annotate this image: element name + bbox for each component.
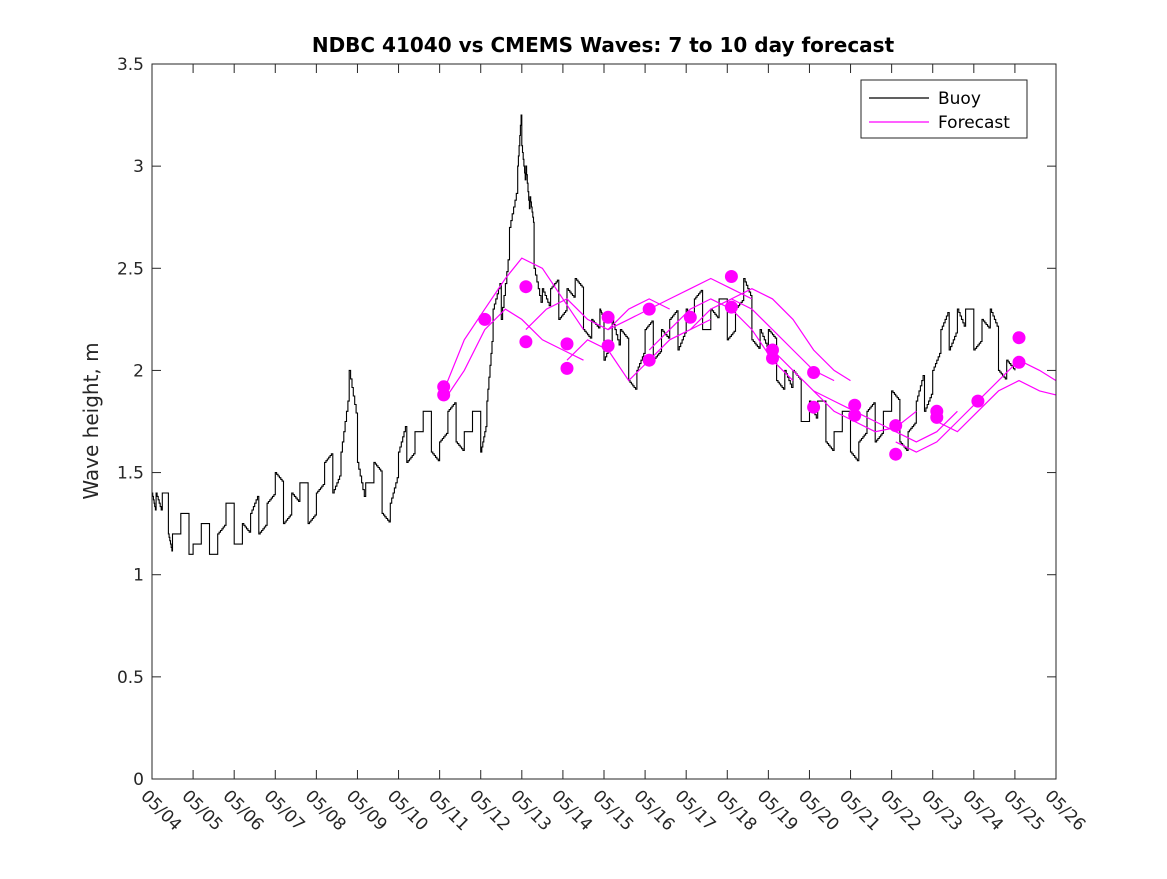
y-tick-label: 3	[133, 157, 144, 177]
forecast-marker-4	[519, 280, 533, 294]
x-tick-label: 05/21	[835, 786, 884, 835]
legend: Buoy Forecast	[860, 79, 1028, 139]
forecast-series-line-8	[731, 288, 851, 382]
x-tick-label: 05/14	[547, 786, 596, 835]
forecast-series-line-4	[566, 318, 712, 382]
x-tick-label: 05/16	[630, 786, 679, 835]
forecast-marker-24	[930, 410, 944, 424]
forecast-series-line-1	[443, 257, 584, 392]
y-tick-label: 2	[133, 361, 144, 381]
forecast-marker-6	[560, 337, 574, 351]
x-tick-label: 05/11	[424, 786, 473, 835]
x-tick-label: 05/15	[588, 786, 637, 835]
forecast-series-line-5	[607, 277, 753, 331]
x-tick-label: 05/13	[506, 786, 555, 835]
forecast-marker-13	[724, 270, 738, 283]
legend-label-forecast: Forecast	[938, 113, 1010, 133]
forecast-marker-2	[437, 388, 451, 402]
x-tick-label: 05/18	[712, 786, 761, 835]
x-tick-label: 05/10	[383, 786, 432, 835]
y-tick-label: 1	[133, 566, 144, 586]
legend-box	[860, 79, 1028, 139]
y-tick-label: 0.5	[117, 668, 144, 688]
forecast-marker-14	[724, 300, 738, 314]
forecast-marker-9	[601, 339, 615, 353]
x-tick-label: 05/08	[301, 786, 350, 835]
buoy-series-line	[152, 114, 1016, 555]
forecast-marker-10	[642, 302, 656, 316]
forecast-marker-12	[683, 310, 697, 324]
forecast-series-line-12	[936, 379, 1057, 433]
forecast-marker-20	[848, 408, 862, 422]
forecast-marker-25	[971, 394, 985, 408]
legend-label-buoy: Buoy	[938, 89, 981, 109]
forecast-marker-27	[1012, 355, 1026, 369]
plot-background	[152, 64, 1056, 779]
forecast-series-line-10	[813, 390, 958, 443]
y-tick-label: 0	[133, 770, 144, 790]
y-tick-label: 3.5	[117, 55, 144, 75]
y-tick-label: 2.5	[117, 259, 144, 279]
x-tick-label: 05/05	[178, 786, 227, 835]
x-tick-label: 05/24	[958, 786, 1007, 835]
forecast-marker-5	[519, 335, 533, 349]
forecast-marker-11	[642, 353, 656, 367]
forecast-series-line-3	[525, 298, 670, 331]
forecast-marker-18	[807, 400, 821, 414]
plot-area	[152, 64, 1057, 779]
forecast-marker-8	[601, 310, 615, 324]
forecast-marker-7	[560, 361, 574, 375]
x-tick-label: 05/22	[876, 786, 925, 835]
forecast-marker-17	[807, 366, 821, 379]
x-tick-label: 05/26	[1040, 786, 1089, 835]
x-tick-label: 05/23	[917, 786, 966, 835]
forecast-series-line-2	[443, 308, 584, 402]
forecast-marker-19	[848, 398, 862, 412]
y-tick-label: 1.5	[117, 464, 144, 484]
x-tick-label: 05/09	[342, 786, 391, 835]
x-tick-label: 05/25	[999, 786, 1048, 835]
forecast-marker-3	[478, 312, 492, 326]
forecast-marker-21	[889, 419, 903, 433]
x-tick-label: 05/04	[136, 786, 185, 835]
x-tick-label: 05/20	[794, 786, 843, 835]
x-tick-label: 05/06	[219, 786, 268, 835]
chart-title: NDBC 41040 vs CMEMS Waves: 7 to 10 day f…	[312, 33, 895, 57]
forecast-marker-26	[1012, 331, 1026, 345]
x-tick-label: 05/12	[465, 786, 514, 835]
forecast-marker-16	[766, 351, 779, 365]
x-tick-label: 05/17	[671, 786, 720, 835]
x-tick-label: 05/19	[753, 786, 802, 835]
y-axis-label: Wave height, m	[79, 342, 103, 499]
x-tick-label: 05/07	[260, 786, 309, 835]
forecast-marker-22	[889, 447, 903, 461]
